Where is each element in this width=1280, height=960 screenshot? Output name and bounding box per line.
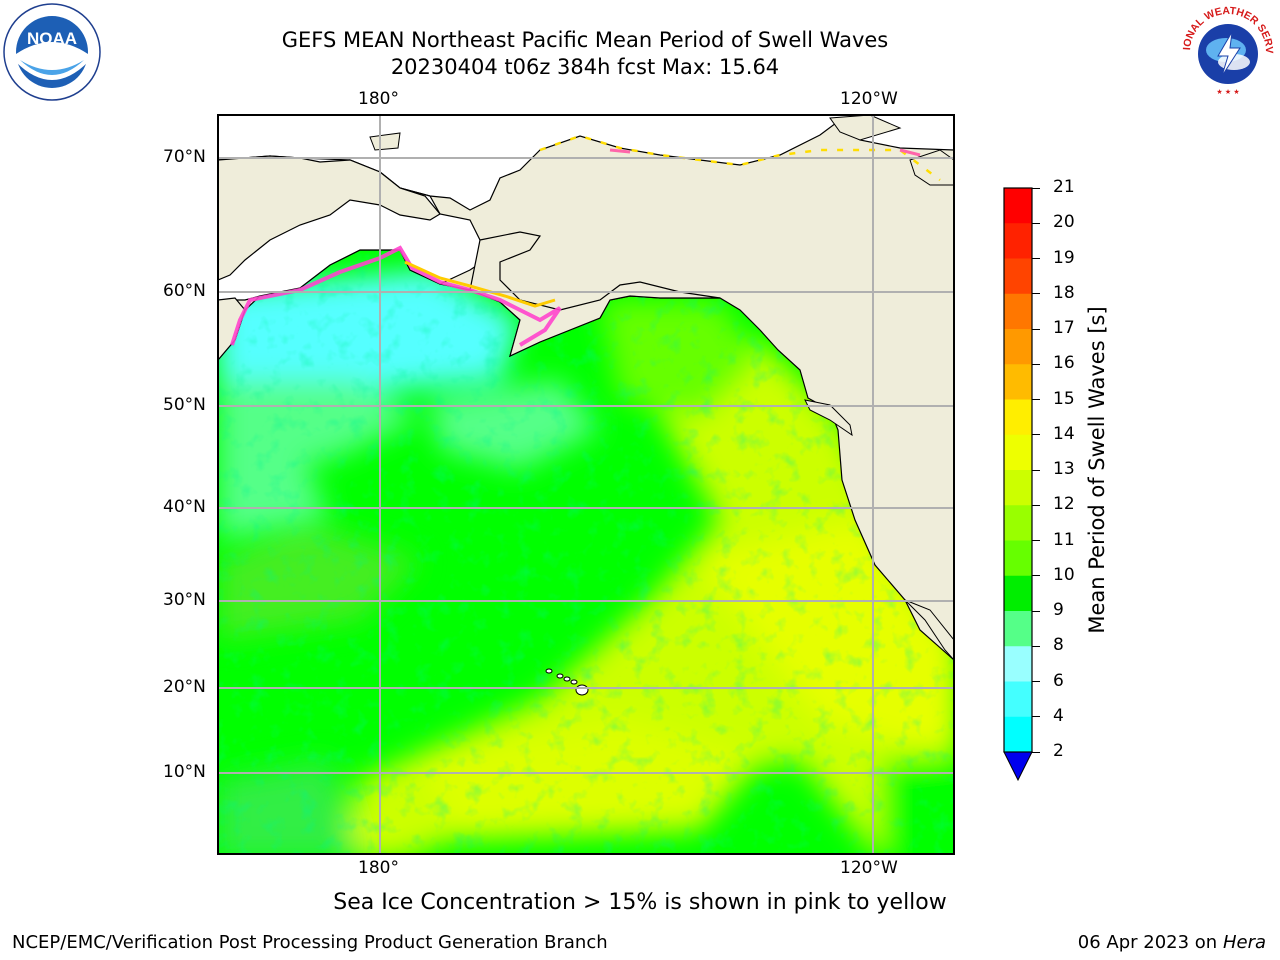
colorbar-segment	[1004, 223, 1032, 259]
lat-label-30n: 30°N	[163, 590, 206, 610]
colorbar-tick-label: 15	[1053, 388, 1075, 409]
svg-text:★ ★ ★: ★ ★ ★	[1216, 88, 1239, 96]
colorbar-tick	[1032, 328, 1040, 330]
colorbar-tick-label: 11	[1053, 529, 1075, 550]
colorbar-tick-label: 8	[1053, 635, 1064, 656]
lon-label-top-120w: 120°W	[840, 89, 898, 109]
lat-label-70n: 70°N	[163, 147, 206, 167]
colorbar-tick	[1032, 575, 1040, 577]
colorbar-tick	[1032, 434, 1040, 436]
nws-logo: NATIONAL WEATHER SERVICE ★ ★ ★	[1178, 2, 1275, 99]
colorbar-title: Mean Period of Swell Waves [s]	[1085, 306, 1109, 634]
colorbar-tick-label: 10	[1053, 564, 1075, 585]
colorbar-tick	[1032, 293, 1040, 295]
colorbar-tick-label: 18	[1053, 282, 1075, 303]
colorbar-segment	[1004, 434, 1032, 471]
lon-label-bottom-120w: 120°W	[840, 858, 898, 878]
sea-ice-note: Sea Ice Concentration > 15% is shown in …	[333, 890, 947, 915]
colorbar-tick-label: 6	[1053, 670, 1064, 691]
colorbar-tick	[1032, 258, 1040, 259]
colorbar-tick-label: 2	[1053, 741, 1064, 761]
colorbar-segment	[1004, 293, 1032, 330]
colorbar	[1003, 187, 1033, 782]
footer-date: 06 Apr 2023 on Hera	[1077, 932, 1266, 953]
colorbar-tick-label: 17	[1053, 318, 1075, 338]
colorbar-segment	[1004, 575, 1032, 612]
colorbar-tick	[1032, 399, 1040, 400]
colorbar-tick	[1032, 681, 1040, 682]
lat-label-20n: 20°N	[163, 677, 206, 697]
colorbar-tick	[1032, 187, 1040, 189]
colorbar-tick-label: 4	[1053, 705, 1064, 726]
colorbar-tick	[1032, 222, 1040, 224]
colorbar-segment	[1004, 364, 1032, 400]
colorbar-tick	[1032, 716, 1040, 718]
lat-label-10n: 10°N	[163, 762, 206, 782]
colorbar-tick-label: 14	[1053, 423, 1075, 444]
noaa-logo: NOAA	[3, 3, 101, 101]
colorbar-tick	[1032, 363, 1040, 365]
colorbar-segment	[1004, 646, 1032, 682]
colorbar-segment	[1004, 611, 1032, 647]
colorbar-segment	[1004, 188, 1032, 224]
noaa-logo-text: NOAA	[27, 29, 77, 48]
colorbar-segment	[1004, 399, 1032, 436]
colorbar-segment	[1004, 716, 1032, 753]
lon-label-bottom-180: 180°	[358, 858, 399, 878]
colorbar-tick	[1032, 504, 1040, 506]
colorbar-segment	[1004, 329, 1032, 365]
lon-label-top-180: 180°	[358, 89, 399, 109]
lat-label-60n: 60°N	[163, 281, 206, 301]
colorbar-segment	[1004, 470, 1032, 506]
colorbar-segment	[1004, 258, 1032, 295]
colorbar-tick	[1032, 610, 1040, 612]
lat-label-40n: 40°N	[163, 497, 206, 517]
colorbar-segment	[1004, 681, 1032, 718]
colorbar-segment	[1004, 540, 1032, 577]
colorbar-tick-label: 13	[1053, 459, 1075, 479]
colorbar-tick	[1032, 751, 1040, 753]
colorbar-tick-label: 19	[1053, 247, 1075, 268]
colorbar-tick-label: 20	[1053, 212, 1075, 233]
colorbar-segment	[1004, 505, 1032, 541]
colorbar-tick	[1032, 645, 1040, 647]
colorbar-tick	[1032, 540, 1040, 541]
footer-credit: NCEP/EMC/Verification Post Processing Pr…	[12, 932, 608, 953]
lat-label-50n: 50°N	[163, 395, 206, 415]
colorbar-tick-label: 21	[1053, 177, 1075, 197]
chart-subtitle: 20230404 t06z 384h fcst Max: 15.64	[390, 55, 780, 79]
colorbar-tick	[1032, 469, 1040, 471]
colorbar-tick-label: 9	[1053, 600, 1064, 620]
colorbar-tick-label: 16	[1053, 353, 1075, 374]
colorbar-tick-label: 12	[1053, 494, 1075, 515]
chart-title: GEFS MEAN Northeast Pacific Mean Period …	[281, 28, 889, 52]
colorbar-extend-arrow	[1003, 751, 1033, 782]
